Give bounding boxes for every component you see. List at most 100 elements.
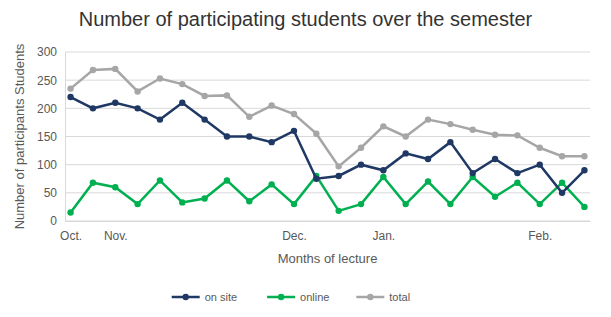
series-line [71, 69, 585, 166]
y-axis: 0 50 100 150 200 250 300 [37, 45, 66, 228]
point [90, 67, 96, 73]
point [268, 181, 274, 187]
point [581, 153, 587, 159]
y-tick: 150 [37, 130, 65, 144]
x-tick-label: Nov. [104, 229, 128, 243]
legend-label: total [389, 291, 410, 303]
point [335, 208, 341, 214]
grid-line [65, 52, 590, 53]
y-tick: 100 [37, 158, 65, 172]
x-tick: Feb. [528, 221, 552, 243]
legend-item: online [267, 291, 329, 303]
point [179, 100, 185, 106]
y-tick: 200 [37, 102, 65, 116]
x-tick: Nov. [104, 221, 128, 243]
point [537, 145, 543, 151]
x-axis-title: Months of lecture [278, 251, 378, 266]
point [90, 179, 96, 185]
point [224, 133, 230, 139]
series [67, 94, 587, 196]
point [470, 127, 476, 133]
point [514, 132, 520, 138]
point [134, 88, 140, 94]
x-tick: Dec. [282, 221, 307, 243]
point [425, 156, 431, 162]
series [67, 66, 587, 170]
point [358, 161, 364, 167]
point [268, 139, 274, 145]
grid-line [65, 221, 590, 222]
point [402, 150, 408, 156]
point [112, 66, 118, 72]
point [67, 94, 73, 100]
x-tick-label: Dec. [282, 229, 307, 243]
point [246, 133, 252, 139]
point [402, 133, 408, 139]
point [380, 167, 386, 173]
series [67, 173, 587, 216]
point [358, 145, 364, 151]
y-tick-label: 100 [37, 158, 57, 172]
point [559, 190, 565, 196]
point [246, 198, 252, 204]
y-tick: 50 [44, 186, 65, 200]
x-tick-label: Jan. [373, 229, 396, 243]
point [581, 204, 587, 210]
point [313, 130, 319, 136]
point [335, 163, 341, 169]
point [581, 167, 587, 173]
point [447, 139, 453, 145]
y-tick: 0 [50, 214, 65, 228]
legend-item: total [356, 291, 410, 303]
point [380, 123, 386, 129]
grid [65, 52, 590, 221]
point [559, 153, 565, 159]
y-tick: 250 [37, 74, 65, 88]
x-tick-label: Feb. [528, 229, 552, 243]
legend: on siteonlinetotal [172, 291, 410, 303]
y-tick: 300 [37, 45, 65, 59]
point [559, 179, 565, 185]
point [201, 195, 207, 201]
point [291, 128, 297, 134]
marks [67, 66, 587, 216]
point [470, 170, 476, 176]
point [358, 201, 364, 207]
point [514, 179, 520, 185]
title: Number of participating students over th… [79, 8, 533, 30]
series-line [71, 97, 585, 193]
x-tick-label: Oct. [60, 229, 82, 243]
grid-line [65, 108, 590, 109]
point [201, 116, 207, 122]
y-tick-label: 250 [37, 74, 57, 88]
grid-line [65, 80, 590, 81]
point [246, 114, 252, 120]
point [425, 178, 431, 184]
grid-line [65, 164, 590, 165]
point [224, 177, 230, 183]
x-tick: Jan. [373, 221, 396, 243]
legend-marker [367, 294, 373, 300]
point [537, 161, 543, 167]
point [157, 75, 163, 81]
point [67, 85, 73, 91]
y-tick-label: 50 [44, 186, 58, 200]
point [335, 173, 341, 179]
point [157, 116, 163, 122]
legend-marker [183, 294, 189, 300]
point [447, 201, 453, 207]
point [380, 174, 386, 180]
point [112, 100, 118, 106]
point [402, 201, 408, 207]
point [134, 201, 140, 207]
point [201, 93, 207, 99]
point [537, 201, 543, 207]
series-line [71, 176, 585, 213]
point [447, 121, 453, 127]
point [492, 156, 498, 162]
x-tick: Oct. [60, 221, 82, 243]
x-axis: Oct. Nov. Dec. Jan. Feb. [60, 221, 590, 243]
point [134, 105, 140, 111]
point [291, 201, 297, 207]
point [425, 116, 431, 122]
